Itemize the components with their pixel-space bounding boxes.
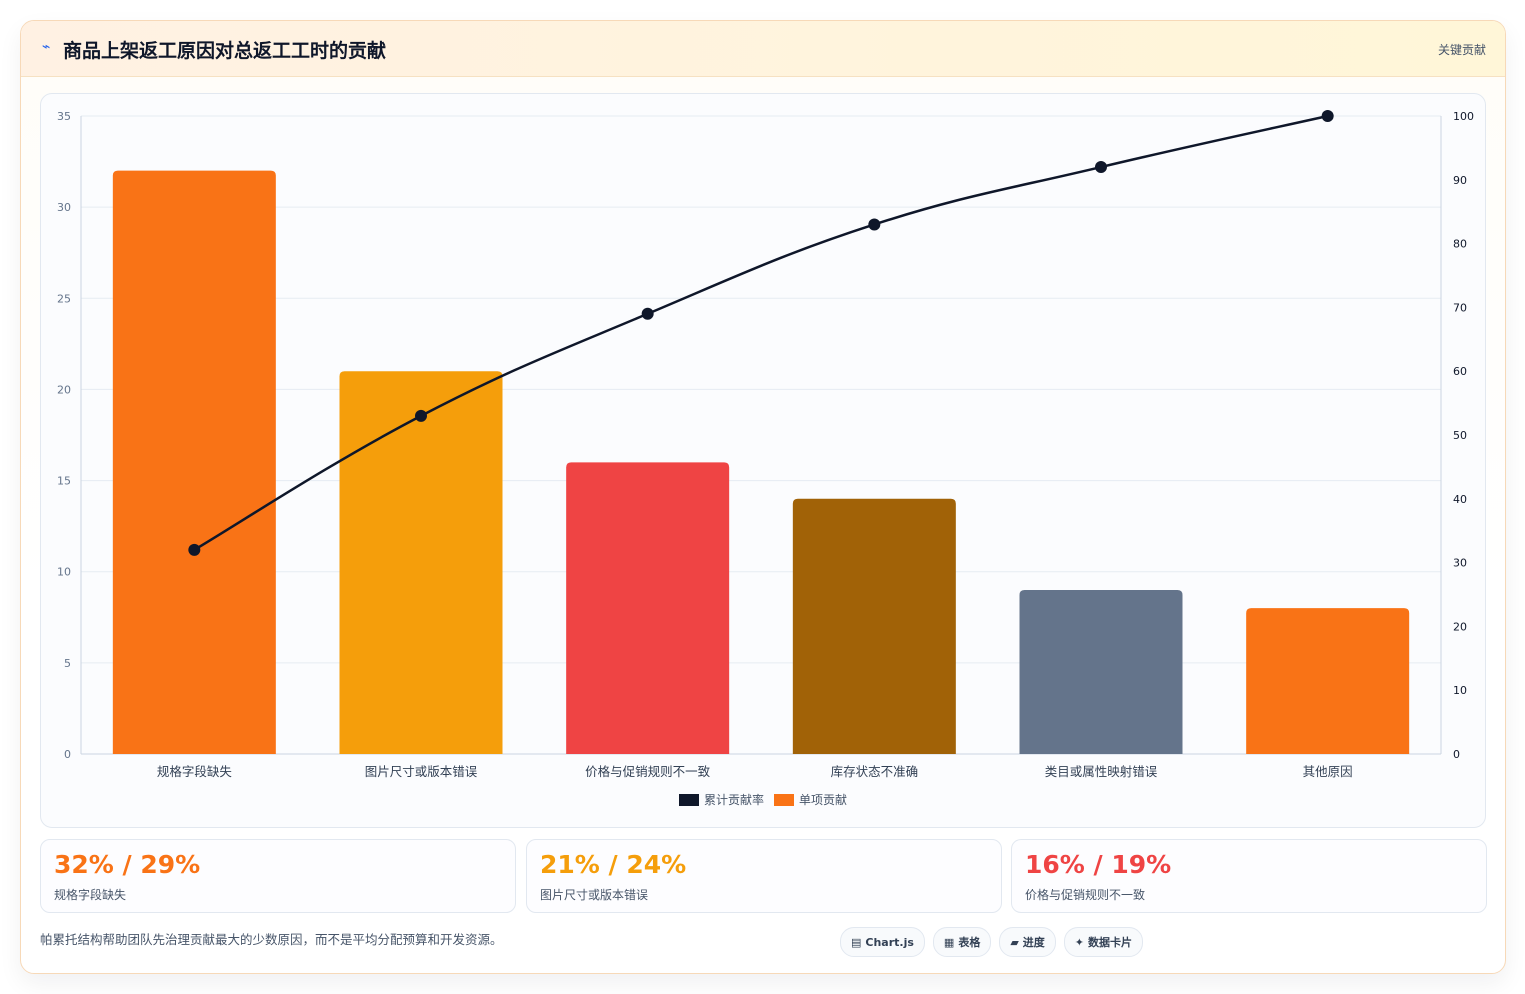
bar-3 [792, 498, 956, 754]
kpi-card-spec-fields: 32% / 29% 规格字段缺失 [40, 839, 516, 913]
y-left-tick-label: 5 [64, 657, 71, 670]
kpi-value: 16% / 19% [1025, 850, 1172, 879]
footnote: 帕累托结构帮助团队先治理贡献最大的少数原因，而不是平均分配预算和开发资源。 [40, 932, 503, 947]
legend-swatch-cumulative [678, 793, 699, 806]
pareto-chart-panel: 0 5 10 15 20 25 30 35 0 10 20 30 40 50 60 70 80 90 100 规格字段… [40, 93, 1486, 828]
y-left-tick-label: 35 [57, 110, 71, 123]
y-right-tick-label: 90 [1453, 174, 1467, 187]
x-tick-label: 图片尺寸或版本错误 [365, 764, 478, 779]
trend-icon: ⌁ [42, 39, 51, 55]
bar-4 [1019, 589, 1183, 754]
cumulative-point-5 [1321, 110, 1334, 122]
legend-item-cumulative[interactable]: 累计贡献率 [678, 791, 764, 808]
legend-swatch-single [774, 793, 794, 806]
card-header: ⌁ 商品上架返工原因对总返工工时的贡献 关键贡献 [21, 21, 1505, 77]
cumulative-point-2 [641, 307, 654, 320]
y-left-tick-label: 30 [57, 201, 71, 214]
kpi-value: 21% / 24% [540, 850, 687, 879]
y-right-tick-label: 40 [1453, 493, 1467, 506]
y-left-tick-label: 15 [57, 475, 71, 488]
bar-2 [566, 462, 730, 754]
tag-list: ▤ Chart.js ▦ 表格 ▰ 进度 ✦ 数据卡片 [840, 927, 1144, 957]
y-right-tick-label: 0 [1453, 748, 1460, 761]
bar-5 [1246, 608, 1410, 754]
cumulative-point-4 [1095, 161, 1107, 174]
kpi-label: 图片尺寸或版本错误 [540, 888, 649, 902]
y-left-tick-label: 25 [57, 292, 71, 305]
kpi-card-image-errors: 21% / 24% 图片尺寸或版本错误 [526, 839, 1002, 913]
kpi-value: 32% / 29% [54, 850, 201, 879]
y-left-tick-label: 0 [64, 748, 71, 761]
cumulative-point-3 [868, 218, 881, 231]
cumulative-point-1 [415, 409, 427, 422]
cumulative-point-0 [188, 543, 201, 556]
chart-icon: ▤ [851, 935, 862, 949]
progress-icon: ▰ [1010, 935, 1019, 949]
report-card: ⌁ 商品上架返工原因对总返工工时的贡献 关键贡献 0 5 10 15 20 25 30 35 0… [20, 20, 1506, 974]
table-icon: ▦ [943, 935, 955, 949]
legend-label-single: 单项贡献 [799, 793, 848, 807]
tag-progress[interactable]: ▰ 进度 [999, 927, 1056, 957]
key-contribution-badge: 关键贡献 [1437, 43, 1486, 57]
y-left-tick-label: 20 [57, 383, 71, 396]
legend-item-single[interactable]: 单项贡献 [774, 791, 847, 808]
kpi-label: 规格字段缺失 [54, 888, 127, 902]
pareto-chart: 0 5 10 15 20 25 30 35 0 10 20 30 40 50 60 70 80 90 100 规格字段… [57, 110, 1474, 779]
tag-label: 进度 [1022, 936, 1045, 949]
tag-label: Chart.js [865, 935, 914, 949]
tag-label: 数据卡片 [1088, 936, 1133, 949]
bar-1 [339, 371, 503, 754]
y-right-tick-label: 10 [1453, 684, 1467, 697]
x-tick-label: 其他原因 [1303, 764, 1353, 779]
legend-label-cumulative: 累计贡献率 [703, 793, 764, 807]
y-right-tick-label: 70 [1453, 301, 1467, 314]
tag-data-card[interactable]: ✦ 数据卡片 [1063, 927, 1144, 957]
kpi-label: 价格与促销规则不一致 [1025, 888, 1146, 902]
y-right-tick-label: 80 [1453, 238, 1467, 251]
cumulative-line [193, 114, 1328, 551]
page-title: 商品上架返工原因对总返工工时的贡献 [63, 40, 387, 62]
x-tick-label: 规格字段缺失 [157, 764, 233, 779]
y-right-tick-label: 100 [1453, 110, 1474, 123]
x-tick-label: 类目或属性映射错误 [1045, 764, 1158, 779]
chart-legend: 累计贡献率 单项贡献 [41, 791, 1485, 808]
bar-0 [112, 170, 276, 754]
y-right-tick-label: 50 [1453, 429, 1467, 442]
y-left-tick-label: 10 [57, 566, 71, 579]
tag-label: 表格 [958, 936, 981, 949]
x-tick-label: 价格与促销规则不一致 [585, 764, 711, 779]
sparkle-icon: ✦ [1074, 935, 1085, 949]
y-right-tick-label: 30 [1453, 557, 1467, 570]
y-right-tick-label: 20 [1453, 620, 1467, 633]
y-right-tick-label: 60 [1453, 365, 1467, 378]
tag-table[interactable]: ▦ 表格 [932, 927, 992, 957]
tag-chartjs[interactable]: ▤ Chart.js [840, 927, 925, 957]
x-tick-label: 库存状态不准确 [831, 764, 919, 779]
kpi-card-price-promo: 16% / 19% 价格与促销规则不一致 [1011, 839, 1487, 913]
